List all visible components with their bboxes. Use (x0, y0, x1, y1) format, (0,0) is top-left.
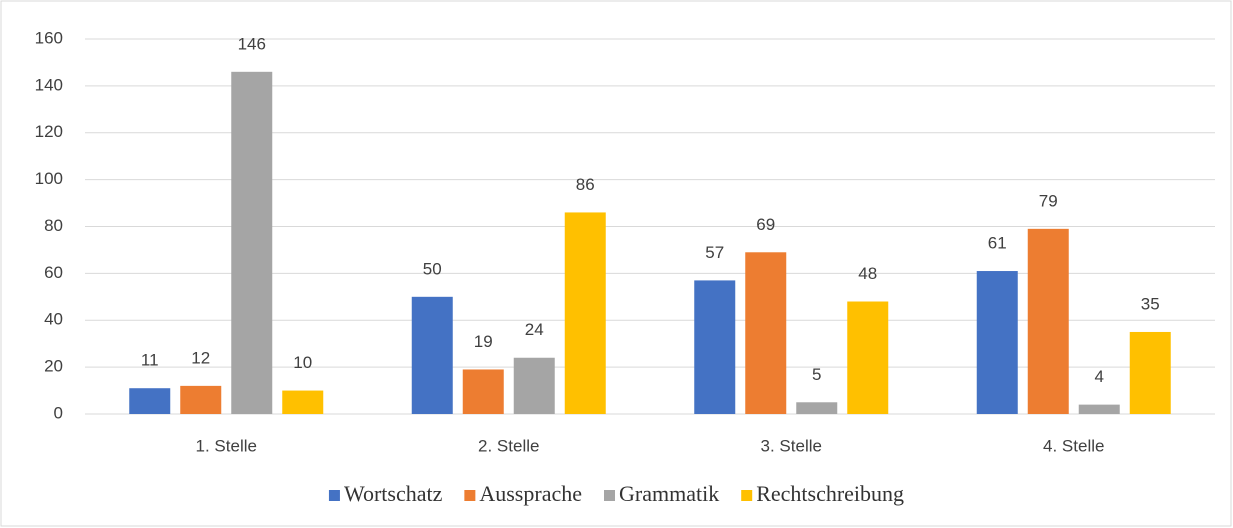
bar (129, 388, 171, 414)
data-label: 57 (705, 243, 724, 262)
data-label: 69 (756, 215, 775, 234)
legend-label: Wortschatz (344, 481, 443, 506)
bar (796, 402, 838, 414)
x-tick-label: 3. Stelle (761, 436, 822, 455)
legend-marker (741, 490, 753, 501)
y-tick-label: 80 (44, 216, 63, 235)
data-label: 5 (812, 365, 821, 384)
legend-marker (604, 490, 615, 501)
bar (564, 212, 606, 414)
bar (694, 280, 736, 414)
legend-label: Aussprache (479, 481, 582, 506)
legend-marker (464, 490, 476, 501)
data-label: 11 (141, 351, 159, 370)
bar (513, 357, 555, 414)
data-label: 10 (293, 353, 312, 372)
bar (231, 71, 273, 414)
x-tick-label: 2. Stelle (478, 436, 539, 455)
bar (411, 296, 453, 414)
y-tick-label: 40 (44, 310, 63, 329)
y-tick-label: 100 (35, 169, 63, 188)
bar (462, 369, 504, 414)
y-tick-label: 120 (35, 122, 63, 141)
bar (847, 301, 889, 414)
data-label: 146 (238, 34, 266, 53)
legend-marker (328, 490, 340, 501)
legend-label: Rechtschreibung (756, 481, 904, 506)
data-label: 61 (988, 234, 1007, 253)
data-label: 4 (1095, 367, 1104, 386)
data-label: 35 (1141, 294, 1160, 313)
data-label: 50 (423, 259, 442, 278)
data-label: 24 (525, 320, 544, 339)
bar (1129, 331, 1171, 414)
bar (282, 390, 324, 414)
x-tick-label: 1. Stelle (196, 436, 257, 455)
bar (1027, 228, 1069, 414)
data-label: 19 (474, 332, 493, 351)
bar (745, 252, 787, 414)
y-tick-label: 140 (35, 75, 63, 94)
y-tick-label: 20 (44, 357, 63, 376)
bar (180, 385, 222, 414)
bar (1078, 404, 1120, 414)
y-tick-label: 0 (54, 403, 63, 422)
data-label: 48 (858, 264, 877, 283)
y-tick-label: 60 (44, 263, 63, 282)
bar (976, 271, 1018, 414)
legend-label: Grammatik (619, 481, 719, 506)
data-label: 12 (191, 348, 210, 367)
y-tick-label: 160 (35, 28, 63, 47)
data-label: 79 (1039, 191, 1058, 210)
data-label: 86 (576, 175, 595, 194)
x-tick-label: 4. Stelle (1043, 436, 1104, 455)
